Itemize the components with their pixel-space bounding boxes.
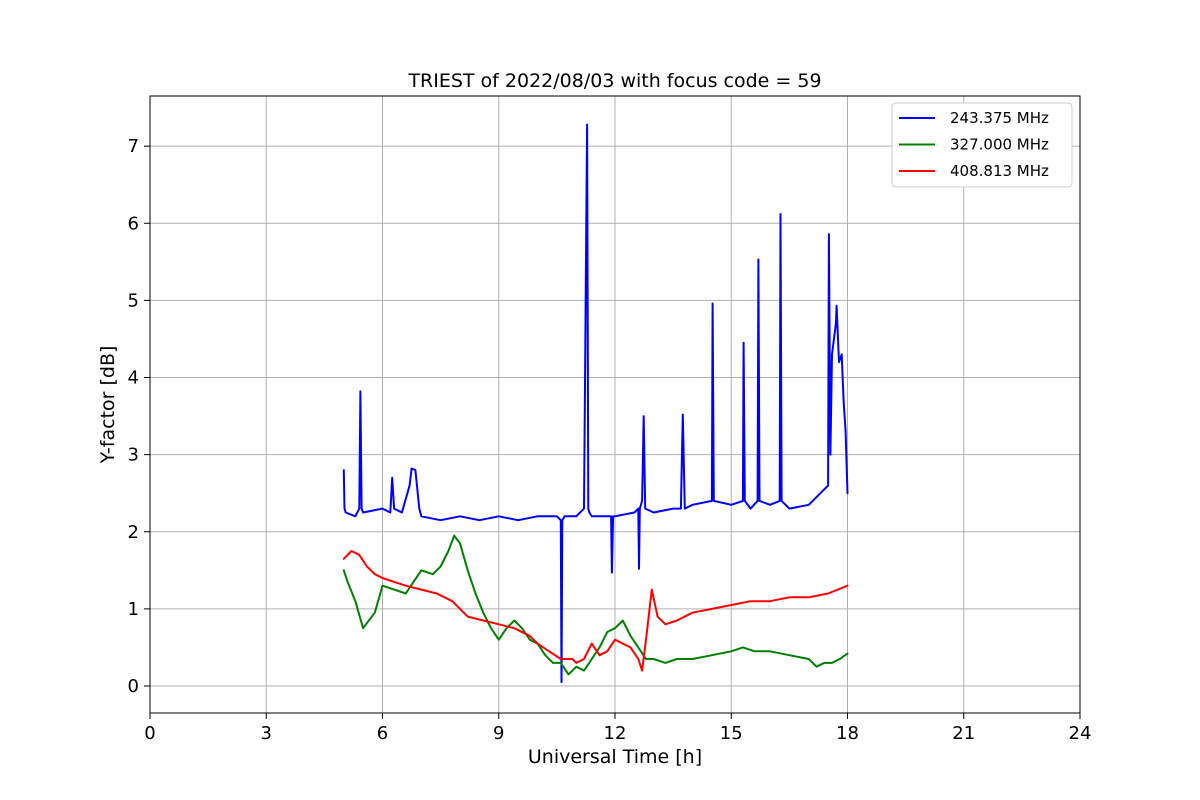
y-tick-label: 7 [128,136,139,157]
legend-label: 327.000 MHz [950,136,1049,154]
x-tick-label: 15 [720,723,743,744]
legend-box [891,102,1073,188]
y-tick-label: 1 [128,599,139,620]
x-axis-label: Universal Time [h] [528,746,702,768]
legend: 243.375 MHz 327.000 MHz 408.813 MHz [891,102,1073,188]
x-tick-label: 12 [604,723,627,744]
y-tick-label: 0 [128,676,139,697]
x-tick-label: 24 [1069,723,1092,744]
x-tick-label: 18 [836,723,859,744]
y-tick-label: 6 [128,213,139,234]
x-tick-label: 3 [261,723,272,744]
x-tick-label: 0 [144,723,155,744]
y-tick-label: 4 [128,368,139,389]
x-tick-label: 21 [952,723,975,744]
y-axis-label: Y-factor [dB] [97,346,119,465]
series-line-2 [342,534,849,676]
x-tick-label: 6 [377,723,388,744]
y-tick-label: 5 [128,290,139,311]
series-layer [342,123,849,684]
series-line-1 [342,123,849,684]
x-tick-label: 9 [493,723,504,744]
legend-label: 243.375 MHz [950,109,1049,127]
legend-label: 408.813 MHz [950,162,1049,180]
chart-title: TRIEST of 2022/08/03 with focus code = 5… [407,70,821,92]
y-tick-label: 3 [128,445,139,466]
y-tick-label: 2 [128,522,139,543]
series-line-3 [342,550,849,672]
